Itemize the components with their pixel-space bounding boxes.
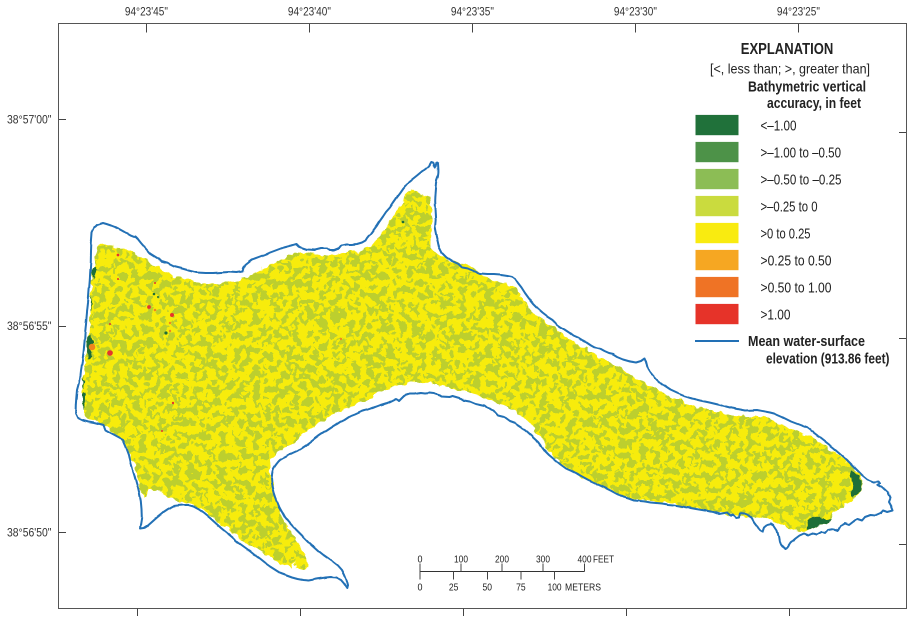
- svg-text:>–0.25 to 0: >–0.25 to 0: [761, 199, 818, 215]
- svg-text:100: 100: [548, 582, 562, 594]
- svg-text:25: 25: [449, 582, 459, 594]
- svg-text:EXPLANATION: EXPLANATION: [741, 41, 834, 58]
- svg-text:>1.00: >1.00: [761, 307, 791, 323]
- svg-text:0: 0: [418, 582, 423, 594]
- svg-text:94°23'45": 94°23'45": [125, 5, 168, 19]
- svg-text:>–1.00 to –0.50: >–1.00 to –0.50: [761, 145, 842, 161]
- svg-text:400: 400: [578, 554, 592, 566]
- svg-text:elevation (913.86 feet): elevation (913.86 feet): [766, 352, 890, 368]
- svg-text:0: 0: [418, 554, 423, 566]
- svg-text:Mean water-surface: Mean water-surface: [748, 334, 865, 350]
- svg-text:FEET: FEET: [593, 554, 614, 566]
- svg-text:94°23'40": 94°23'40": [288, 5, 331, 19]
- svg-text:[<, less than; >, greater than: [<, less than; >, greater than]: [710, 61, 870, 77]
- svg-text:100: 100: [454, 554, 468, 566]
- svg-text:75: 75: [516, 582, 526, 594]
- svg-text:38°56'50": 38°56'50": [7, 526, 52, 540]
- svg-text:38°56'55": 38°56'55": [7, 319, 52, 333]
- svg-text:94°23'35": 94°23'35": [451, 5, 494, 19]
- svg-text:>0 to 0.25: >0 to 0.25: [761, 226, 811, 242]
- svg-text:<–1.00: <–1.00: [761, 118, 797, 134]
- svg-text:>0.50 to 1.00: >0.50 to 1.00: [761, 280, 832, 296]
- svg-text:>0.25 to 0.50: >0.25 to 0.50: [761, 253, 832, 269]
- svg-text:>–0.50 to –0.25: >–0.50 to –0.25: [761, 172, 842, 188]
- svg-text:200: 200: [495, 554, 509, 566]
- svg-text:38°57'00": 38°57'00": [7, 113, 52, 127]
- svg-text:300: 300: [536, 554, 550, 566]
- svg-text:accuracy, in feet: accuracy, in feet: [767, 96, 861, 112]
- svg-text:50: 50: [483, 582, 493, 594]
- svg-text:Bathymetric vertical: Bathymetric vertical: [748, 80, 866, 96]
- svg-text:94°23'25": 94°23'25": [777, 5, 820, 19]
- svg-text:METERS: METERS: [565, 582, 601, 594]
- svg-text:94°23'30": 94°23'30": [614, 5, 657, 19]
